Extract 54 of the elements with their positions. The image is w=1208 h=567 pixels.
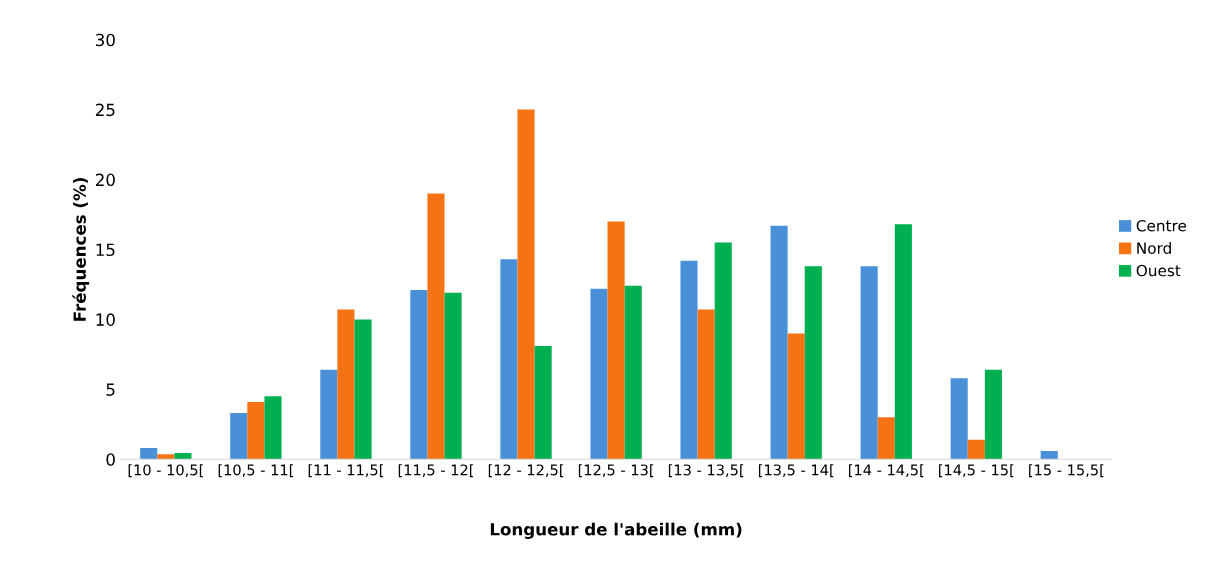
bar [787, 333, 805, 460]
legend-label: Nord [1137, 242, 1171, 254]
x-tick-label: [10,5 - 11[ [218, 464, 293, 478]
bar [354, 319, 372, 460]
x-tick-label: [10 - 10,5[ [128, 464, 203, 478]
bar [320, 369, 338, 460]
bar [247, 401, 265, 460]
x-tick-label: [15 - 15,5[ [1029, 464, 1104, 478]
y-tick-label: 15 [96, 243, 115, 257]
bar [680, 260, 698, 460]
y-tick-label: 5 [106, 383, 115, 396]
x-tick-label: [11 - 11,5[ [308, 464, 383, 478]
bar [517, 109, 535, 460]
y-tick-label: 0 [106, 453, 115, 466]
bar [444, 292, 462, 460]
y-axis-title: Fréquences (%) [72, 178, 90, 321]
x-tick-label: [14 - 14,5[ [849, 464, 924, 478]
x-tick-label: [13,5 - 14[ [758, 464, 834, 478]
bar [714, 242, 732, 460]
x-tick-label: [13 - 13,5[ [668, 464, 744, 478]
bar [1040, 450, 1058, 460]
bar [860, 266, 878, 460]
bar [590, 288, 608, 460]
bar [624, 285, 642, 460]
bar [984, 369, 1002, 460]
bar [607, 221, 625, 460]
y-tick-label: 10 [96, 313, 115, 326]
bar [877, 417, 895, 460]
y-tick-label: 30 [96, 33, 115, 47]
legend-label: Centre [1136, 219, 1187, 232]
bar [427, 193, 445, 460]
bar [500, 259, 518, 460]
bar [534, 345, 552, 460]
bar [140, 448, 158, 460]
bar [230, 413, 248, 460]
legend-label: Ouest [1136, 264, 1181, 277]
bar [410, 290, 428, 460]
bar [174, 452, 192, 460]
bar [950, 378, 968, 460]
x-tick-label: [12,5 - 13[ [578, 464, 654, 478]
x-axis-title: Longueur de l'abeille (mm) [490, 522, 742, 539]
bar [264, 396, 282, 460]
bar [804, 266, 822, 460]
bar [967, 439, 985, 460]
x-tick-label: [11,5 - 12[ [398, 464, 474, 478]
y-tick-label: 25 [95, 103, 115, 117]
y-tick-label: 20 [95, 173, 115, 187]
bar [770, 225, 788, 460]
x-tick-label: [12 - 12,5[ [488, 464, 564, 478]
x-tick-label: [14,5 - 15[ [939, 464, 1014, 478]
bar [157, 454, 175, 460]
bar [337, 309, 355, 460]
bar [697, 309, 715, 460]
bar [894, 224, 912, 460]
